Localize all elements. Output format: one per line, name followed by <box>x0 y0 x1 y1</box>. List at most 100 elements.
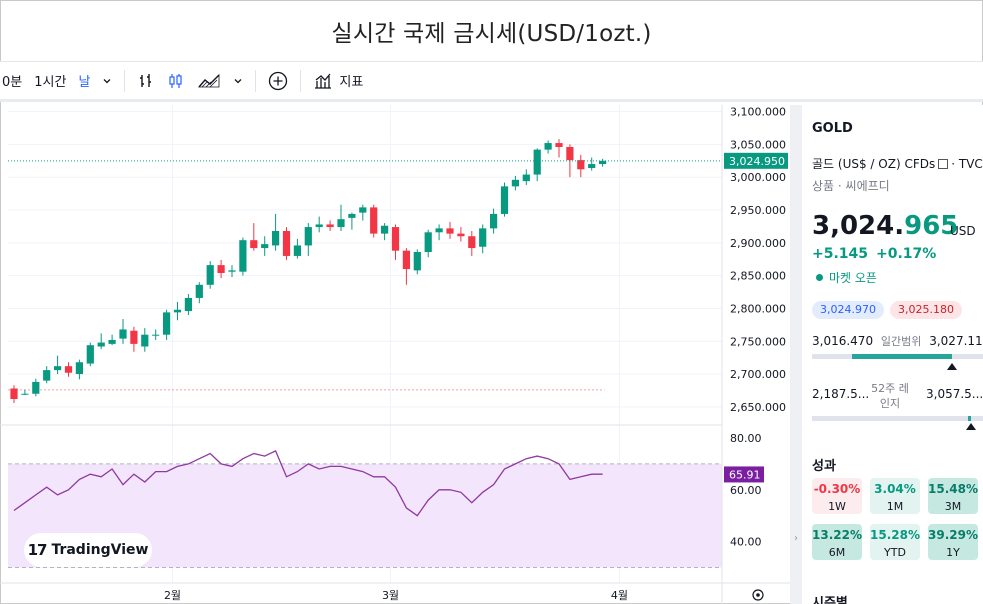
ask-price-badge: 3,025.180 <box>890 301 962 319</box>
candle[interactable] <box>21 389 29 396</box>
chart-style-dropdown-button[interactable] <box>227 67 249 95</box>
week52-range-marker-icon <box>966 423 977 430</box>
interval-1h-button[interactable]: 1시간 <box>34 75 67 90</box>
candle-body <box>75 362 83 375</box>
candle[interactable] <box>348 212 356 230</box>
candle-body <box>413 252 421 271</box>
interval-dropdown-button[interactable] <box>96 67 118 95</box>
tradingview-mark-icon: 17 <box>27 541 48 559</box>
candle[interactable] <box>228 265 236 277</box>
candle[interactable] <box>413 249 421 275</box>
candle[interactable] <box>424 229 432 258</box>
area-style-icon <box>198 73 220 87</box>
indicators-button[interactable]: 지표 <box>307 67 369 95</box>
candle[interactable] <box>370 204 378 238</box>
external-link-icon[interactable] <box>938 159 949 169</box>
candle[interactable] <box>588 157 596 171</box>
add-compare-button[interactable] <box>262 67 294 95</box>
candle[interactable] <box>446 221 454 239</box>
candle[interactable] <box>152 329 160 340</box>
candle[interactable] <box>108 334 116 346</box>
candle[interactable] <box>304 223 312 256</box>
candle[interactable] <box>599 158 607 167</box>
candle[interactable] <box>119 318 127 344</box>
candle-body <box>402 250 410 270</box>
candle[interactable] <box>533 148 541 182</box>
area-style-button[interactable] <box>191 67 227 95</box>
candle[interactable] <box>511 175 519 191</box>
week52-range-fill <box>968 416 972 421</box>
candle[interactable] <box>490 208 498 234</box>
candle[interactable] <box>391 224 400 260</box>
candle[interactable] <box>522 169 530 186</box>
bar-style-button[interactable] <box>131 67 161 95</box>
candle[interactable] <box>381 223 389 241</box>
last-price-badge-bg <box>724 152 788 169</box>
candle[interactable] <box>32 378 40 397</box>
candle[interactable] <box>54 355 62 375</box>
symbol-description-text[interactable]: 골드 (US$ / OZ) CFDs <box>812 157 936 171</box>
candle-body <box>195 284 203 298</box>
candle[interactable] <box>500 182 509 217</box>
candle[interactable] <box>293 238 301 259</box>
candle[interactable] <box>173 301 182 321</box>
candle[interactable] <box>468 231 476 256</box>
chevron-down-icon <box>234 78 242 83</box>
candle[interactable] <box>272 213 280 251</box>
candle[interactable] <box>184 294 192 315</box>
candle[interactable] <box>64 362 73 377</box>
week52-range-bar <box>812 416 983 421</box>
candle[interactable] <box>97 333 105 350</box>
candle[interactable] <box>261 236 269 256</box>
candle[interactable] <box>195 282 203 304</box>
candle-body <box>577 160 585 170</box>
candle[interactable] <box>555 139 563 158</box>
performance-card[interactable]: 39.29% 1Y <box>928 524 978 560</box>
candle[interactable] <box>206 261 214 289</box>
panel-gutter <box>790 105 802 604</box>
performance-card[interactable]: 15.28% YTD <box>870 524 920 560</box>
candle[interactable] <box>10 385 18 403</box>
candle[interactable] <box>250 223 258 251</box>
performance-card[interactable]: 13.22% 6M <box>812 524 862 560</box>
page-title: 실시간 국제 금시세(USD/1ozt.) <box>0 0 983 62</box>
candle[interactable] <box>141 328 149 352</box>
performance-period: 3M <box>944 500 962 513</box>
performance-card[interactable]: -0.30% 1W <box>812 478 862 514</box>
candle[interactable] <box>577 154 585 178</box>
candle[interactable] <box>282 227 291 260</box>
scale-settings-icon[interactable] <box>752 589 764 601</box>
candle[interactable] <box>315 216 323 233</box>
performance-value: -0.30% <box>813 482 861 496</box>
tradingview-logo[interactable]: 17 TradingView <box>24 533 152 567</box>
candle-body <box>152 334 160 336</box>
performance-card[interactable]: 15.48% 3M <box>928 478 978 514</box>
candle[interactable] <box>435 224 443 241</box>
candle[interactable] <box>86 342 94 367</box>
candle-style-button[interactable] <box>161 67 191 95</box>
day-range-fill <box>852 354 953 359</box>
candle[interactable] <box>217 259 225 279</box>
candle[interactable] <box>163 309 171 340</box>
price-chart[interactable]: 2,650.000 2,700.000 2,750.000 2,800.000 2,85… <box>0 105 790 604</box>
candle[interactable] <box>75 359 83 380</box>
candle[interactable] <box>337 204 345 231</box>
chevron-right-icon[interactable]: › <box>794 533 798 544</box>
candle-body <box>479 228 487 247</box>
interval-partial-button[interactable]: 0분 <box>2 75 23 90</box>
candle[interactable] <box>359 204 367 221</box>
candle[interactable] <box>130 326 138 352</box>
candle[interactable] <box>239 237 247 276</box>
candle-body <box>282 231 291 256</box>
week52-range-high: 3,057.5... <box>926 387 983 401</box>
candle[interactable] <box>43 366 51 384</box>
candle[interactable] <box>457 227 465 242</box>
candle-body <box>250 240 258 249</box>
candle[interactable] <box>479 224 487 254</box>
candle[interactable] <box>402 248 410 285</box>
interval-day-button[interactable]: 날 <box>78 75 91 90</box>
performance-card[interactable]: 3.04% 1M <box>870 478 920 514</box>
chart-area[interactable]: 2,650.000 2,700.000 2,750.000 2,800.000 2,85… <box>0 105 790 604</box>
candle[interactable] <box>544 140 552 154</box>
candle[interactable] <box>326 220 334 232</box>
